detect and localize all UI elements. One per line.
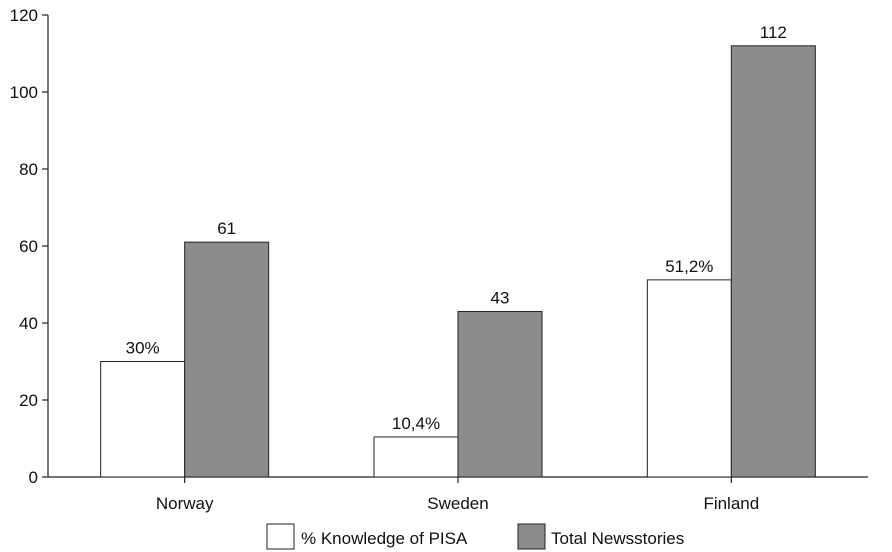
value-labels: 30% 61 10,4% 43 51,2% 112 (126, 23, 787, 433)
axes: 0 20 40 60 80 100 120 Norway Sweden Finland (10, 6, 868, 513)
y-tick-label: 40 (19, 314, 38, 333)
y-tick-label: 80 (19, 160, 38, 179)
bar-newsstories-norway (184, 241, 270, 478)
bar-knowledge-norway (100, 361, 186, 478)
legend-label-knowledge: % Knowledge of PISA (301, 529, 468, 548)
legend-label-newsstories: Total Newsstories (551, 529, 684, 548)
category-label: Norway (156, 494, 214, 513)
legend: % Knowledge of PISA Total Newsstories (266, 523, 684, 550)
y-tick-label: 0 (29, 468, 38, 487)
y-tick-label: 100 (10, 83, 38, 102)
bar-knowledge-sweden (373, 436, 459, 478)
category-label: Sweden (427, 494, 488, 513)
bar-knowledge-finland (646, 279, 732, 478)
data-label: 10,4% (392, 414, 440, 433)
y-tick-label: 120 (10, 6, 38, 25)
y-tick-label: 60 (19, 237, 38, 256)
legend-swatch-knowledge (266, 523, 295, 550)
bars (100, 45, 816, 478)
bar-newsstories-finland (730, 45, 816, 478)
data-label: 30% (126, 339, 160, 358)
data-label: 51,2% (665, 257, 713, 276)
legend-swatch-newsstories (517, 523, 546, 550)
category-label: Finland (703, 494, 759, 513)
bar-newsstories-sweden (457, 310, 543, 478)
y-tick-label: 20 (19, 391, 38, 410)
data-label: 61 (217, 219, 236, 238)
data-label: 43 (491, 288, 510, 307)
data-label: 112 (760, 23, 787, 42)
